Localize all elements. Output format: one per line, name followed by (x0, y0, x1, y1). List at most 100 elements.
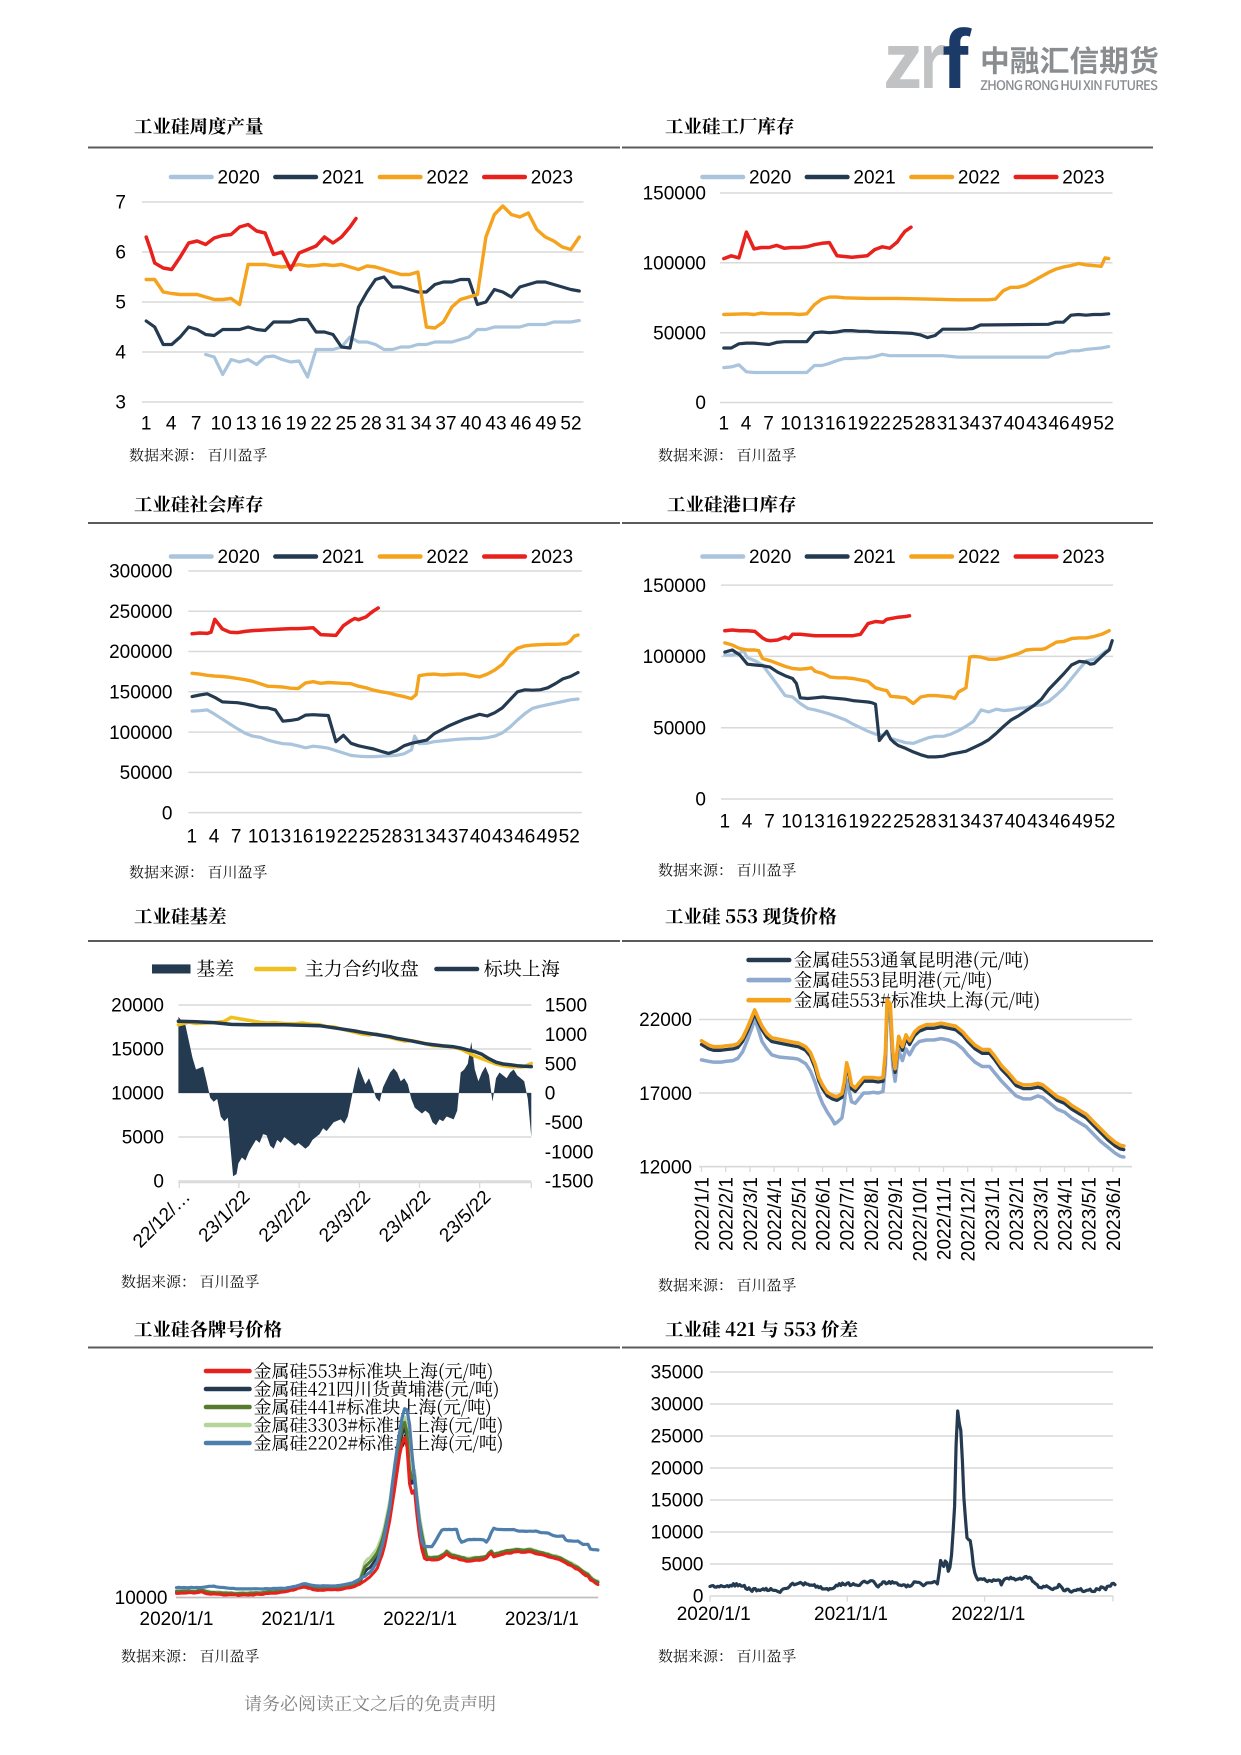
svg-text:2022: 2022 (426, 547, 468, 568)
svg-text:34: 34 (411, 414, 433, 435)
svg-text:19: 19 (848, 812, 869, 833)
svg-text:4: 4 (209, 827, 220, 848)
svg-text:2021: 2021 (322, 547, 364, 568)
svg-text:40: 40 (1005, 812, 1026, 833)
svg-text:52: 52 (559, 827, 580, 848)
svg-text:2022/1/1: 2022/1/1 (383, 1609, 457, 1630)
svg-text:2022: 2022 (958, 547, 1000, 568)
svg-text:100000: 100000 (109, 723, 172, 744)
svg-text:13: 13 (804, 812, 825, 833)
svg-text:6: 6 (115, 243, 126, 264)
svg-text:43: 43 (1027, 812, 1048, 833)
svg-text:2023: 2023 (1062, 547, 1104, 568)
svg-text:22: 22 (337, 827, 358, 848)
svg-text:43: 43 (492, 827, 513, 848)
svg-text:1: 1 (141, 414, 152, 435)
svg-text:13: 13 (803, 414, 824, 435)
svg-text:2022/9/1: 2022/9/1 (886, 1177, 907, 1251)
svg-text:2022/6/1: 2022/6/1 (814, 1177, 835, 1251)
svg-text:5: 5 (115, 293, 126, 314)
svg-text:2023: 2023 (531, 547, 573, 568)
svg-text:49: 49 (1071, 414, 1092, 435)
svg-text:2022/4/1: 2022/4/1 (765, 1177, 786, 1251)
svg-text:28: 28 (914, 414, 935, 435)
svg-text:2021: 2021 (322, 168, 364, 189)
svg-text:300000: 300000 (109, 562, 172, 583)
svg-text:52: 52 (560, 414, 581, 435)
svg-text:2021: 2021 (853, 547, 895, 568)
svg-text:40: 40 (1004, 414, 1025, 435)
svg-text:19: 19 (847, 414, 868, 435)
svg-text:10: 10 (780, 414, 801, 435)
svg-text:2022/11/1: 2022/11/1 (935, 1177, 956, 1260)
svg-text:2021: 2021 (853, 168, 895, 189)
svg-text:52: 52 (1094, 812, 1115, 833)
svg-text:200000: 200000 (109, 642, 172, 663)
svg-text:50000: 50000 (653, 323, 706, 344)
svg-text:49: 49 (1072, 812, 1093, 833)
svg-text:22000: 22000 (639, 1010, 692, 1031)
svg-text:49: 49 (536, 827, 557, 848)
svg-text:28: 28 (381, 827, 402, 848)
svg-text:2022/1/1: 2022/1/1 (951, 1604, 1025, 1625)
svg-text:16: 16 (826, 812, 847, 833)
svg-text:-1500: -1500 (545, 1172, 594, 1193)
svg-text:12000: 12000 (639, 1157, 692, 1178)
svg-text:150000: 150000 (643, 576, 706, 597)
svg-text:37: 37 (981, 414, 1002, 435)
svg-text:2022: 2022 (426, 168, 468, 189)
svg-text:2020: 2020 (218, 547, 260, 568)
svg-text:35000: 35000 (651, 1363, 704, 1384)
svg-text:2020: 2020 (749, 168, 791, 189)
svg-text:10000: 10000 (115, 1588, 168, 1609)
svg-text:10: 10 (211, 414, 232, 435)
svg-text:2020/1/1: 2020/1/1 (677, 1604, 751, 1625)
svg-text:7: 7 (191, 414, 202, 435)
svg-text:43: 43 (1026, 414, 1047, 435)
svg-text:52: 52 (1093, 414, 1114, 435)
svg-text:15000: 15000 (111, 1040, 164, 1061)
svg-text:16: 16 (825, 414, 846, 435)
svg-text:150000: 150000 (643, 184, 706, 205)
svg-text:0: 0 (695, 790, 706, 811)
svg-text:2022/1/1: 2022/1/1 (693, 1177, 714, 1251)
svg-text:1: 1 (720, 812, 731, 833)
svg-text:0: 0 (162, 803, 173, 824)
svg-text:10000: 10000 (111, 1084, 164, 1105)
svg-text:500: 500 (545, 1054, 577, 1075)
svg-text:1: 1 (719, 414, 730, 435)
svg-text:2022/10/1: 2022/10/1 (910, 1177, 931, 1262)
svg-text:20000: 20000 (651, 1459, 704, 1480)
svg-text:31: 31 (937, 414, 958, 435)
svg-text:2021/1/1: 2021/1/1 (814, 1604, 888, 1625)
svg-text:10: 10 (248, 827, 269, 848)
svg-text:10: 10 (781, 812, 802, 833)
svg-text:25: 25 (359, 827, 380, 848)
svg-text:15000: 15000 (651, 1491, 704, 1512)
svg-text:2020/1/1: 2020/1/1 (140, 1609, 214, 1630)
svg-text:2023: 2023 (1062, 168, 1104, 189)
svg-text:28: 28 (361, 414, 382, 435)
svg-text:2022/5/1: 2022/5/1 (789, 1177, 810, 1251)
svg-text:4: 4 (115, 343, 126, 364)
svg-text:5000: 5000 (661, 1555, 703, 1576)
svg-text:7: 7 (764, 812, 775, 833)
svg-text:19: 19 (314, 827, 335, 848)
svg-text:50000: 50000 (653, 718, 706, 739)
svg-text:25: 25 (893, 812, 914, 833)
svg-text:10000: 10000 (651, 1523, 704, 1544)
svg-text:22: 22 (871, 812, 892, 833)
svg-text:37: 37 (448, 827, 469, 848)
svg-text:2023/5/1: 2023/5/1 (1080, 1177, 1101, 1251)
svg-text:2022/2/1: 2022/2/1 (717, 1177, 738, 1251)
svg-text:2020: 2020 (218, 168, 260, 189)
svg-text:7: 7 (763, 414, 774, 435)
svg-text:50000: 50000 (120, 763, 173, 784)
svg-text:13: 13 (270, 827, 291, 848)
svg-text:1500: 1500 (545, 996, 587, 1017)
svg-text:37: 37 (982, 812, 1003, 833)
svg-text:34: 34 (960, 812, 982, 833)
svg-text:2023/1/1: 2023/1/1 (505, 1609, 579, 1630)
svg-text:2022/8/1: 2022/8/1 (862, 1177, 883, 1251)
svg-text:1000: 1000 (545, 1025, 587, 1046)
